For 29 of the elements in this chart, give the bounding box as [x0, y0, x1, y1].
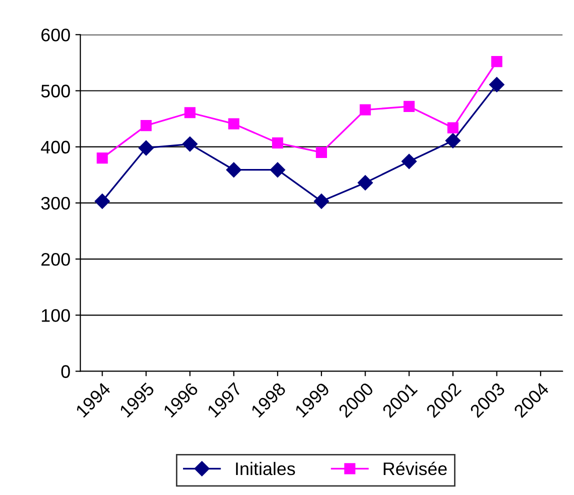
point: [360, 104, 371, 116]
point: [140, 120, 152, 132]
point: [228, 118, 240, 130]
point: [94, 194, 110, 209]
point: [270, 162, 286, 178]
y-tick-label: 400: [40, 140, 70, 154]
point: [404, 100, 415, 112]
point: [316, 146, 327, 158]
y-tick-label: 200: [41, 252, 70, 266]
y-tick-label: 100: [42, 309, 70, 322]
point: [184, 107, 196, 118]
point: [447, 122, 458, 134]
point: [489, 77, 504, 92]
point: [314, 194, 330, 209]
y-tick-label: 300: [41, 196, 70, 210]
point: [272, 137, 284, 148]
y-tick-label: 600: [41, 28, 70, 42]
point: [402, 154, 417, 170]
legend-label: Initiales: [236, 462, 295, 476]
y-tick-label: 0: [61, 365, 70, 378]
y-tick-label: 500: [41, 84, 70, 98]
point: [226, 162, 242, 178]
point: [445, 133, 461, 148]
legend-label: Révisée: [384, 462, 447, 476]
point: [96, 152, 108, 164]
point: [358, 175, 373, 190]
point: [182, 136, 198, 152]
point: [491, 56, 502, 68]
point: [138, 140, 154, 156]
